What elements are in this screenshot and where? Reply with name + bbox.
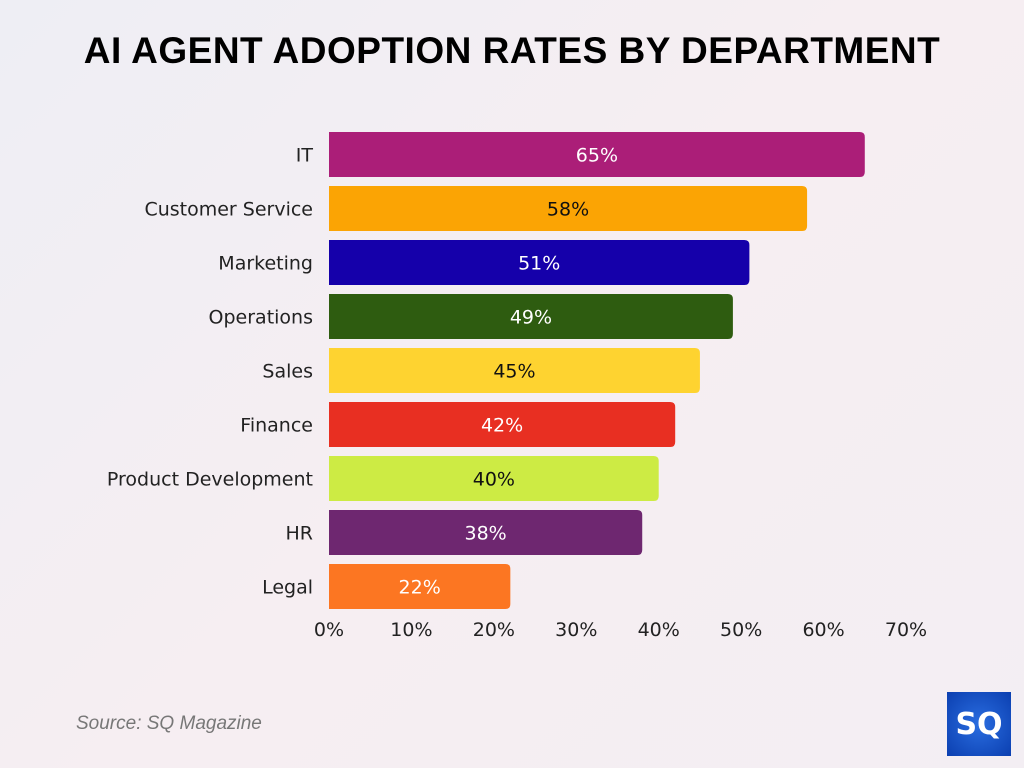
category-label: Legal bbox=[262, 577, 313, 599]
x-tick-label: 10% bbox=[390, 619, 432, 641]
category-label: Finance bbox=[240, 415, 313, 437]
bar bbox=[329, 186, 808, 231]
category-label: Product Development bbox=[107, 469, 313, 491]
data-label: 51% bbox=[518, 253, 560, 275]
bar bbox=[329, 348, 700, 393]
data-label: 58% bbox=[547, 199, 589, 221]
data-label: 65% bbox=[576, 145, 618, 167]
bar bbox=[329, 456, 659, 501]
sq-logo: SQ bbox=[947, 692, 1011, 756]
category-label: Sales bbox=[262, 361, 313, 383]
data-label: 49% bbox=[510, 307, 552, 329]
data-label: 40% bbox=[473, 469, 515, 491]
category-label: Customer Service bbox=[144, 199, 313, 221]
bar bbox=[329, 564, 511, 609]
category-label: Operations bbox=[209, 307, 313, 329]
bar bbox=[329, 240, 750, 285]
x-tick-label: 60% bbox=[802, 619, 844, 641]
x-tick-label: 30% bbox=[555, 619, 597, 641]
category-label: Marketing bbox=[218, 253, 313, 275]
data-label: 45% bbox=[493, 361, 535, 383]
x-tick-label: 50% bbox=[720, 619, 762, 641]
data-label: 22% bbox=[399, 577, 441, 599]
x-tick-label: 70% bbox=[885, 619, 927, 641]
source-note: Source: SQ Magazine bbox=[76, 713, 262, 734]
chart-title: AI AGENT ADOPTION RATES BY DEPARTMENT bbox=[83, 30, 941, 71]
bar bbox=[329, 510, 643, 555]
bar bbox=[329, 132, 865, 177]
data-label: 42% bbox=[481, 415, 523, 437]
category-label: IT bbox=[296, 145, 314, 167]
x-tick-label: 0% bbox=[314, 619, 344, 641]
x-tick-label: 20% bbox=[473, 619, 515, 641]
category-label: HR bbox=[286, 523, 314, 545]
data-label: 38% bbox=[464, 523, 506, 545]
bar bbox=[329, 294, 733, 339]
x-tick-label: 40% bbox=[638, 619, 680, 641]
bar bbox=[329, 402, 676, 447]
